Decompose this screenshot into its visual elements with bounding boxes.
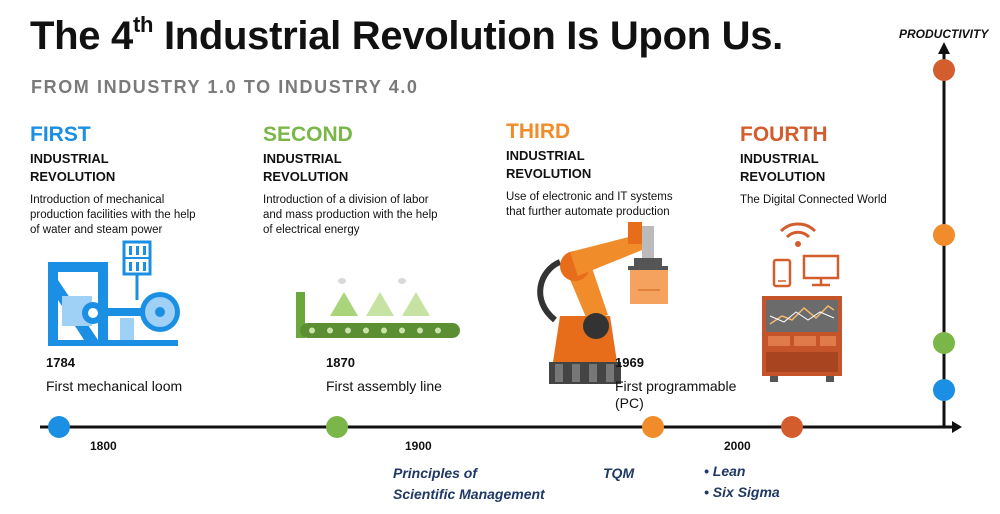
note-principles-line1: Principles of — [393, 465, 478, 481]
loom-icon — [48, 240, 180, 346]
timeline-dot-third — [642, 416, 664, 438]
tick-label-1800: 1800 — [90, 439, 117, 453]
milestone-third-year: 1969 — [615, 355, 644, 370]
milestone-second-desc: First assembly line — [326, 378, 442, 394]
milestone-first-desc: First mechanical loom — [46, 378, 183, 394]
title-rest: Industrial Revolution Is Upon Us. — [153, 14, 783, 58]
era-third-name: THIRD — [506, 120, 571, 143]
era-second: SECOND INDUSTRIAL REVOLUTION Introductio… — [263, 123, 463, 238]
era-fourth-sub1: INDUSTRIAL — [740, 151, 819, 166]
era-first-name: FIRST — [30, 123, 91, 146]
robot-arm-icon — [537, 222, 668, 384]
assembly-line-icon — [296, 278, 460, 338]
productivity-dot-second — [933, 332, 955, 354]
title-main: The 4 — [30, 14, 133, 58]
connected-devices-icon — [762, 222, 842, 382]
era-third-sub2: REVOLUTION — [506, 166, 592, 181]
note-lean: • Lean — [704, 463, 746, 479]
page-subtitle: FROM INDUSTRY 1.0 TO INDUSTRY 4.0 — [31, 77, 419, 97]
page-title: The 4th Industrial Revolution Is Upon Us… — [30, 12, 783, 59]
era-second-sub1: INDUSTRIAL — [263, 151, 342, 166]
milestone-third-desc: First programmable (PC) — [615, 378, 737, 411]
era-second-name: SECOND — [263, 123, 353, 146]
milestone-first-year: 1784 — [46, 355, 75, 370]
note-six-sigma: • Six Sigma — [704, 484, 780, 500]
era-fourth-sub2: REVOLUTION — [740, 169, 826, 184]
productivity-dot-third — [933, 224, 955, 246]
era-first: FIRST INDUSTRIAL REVOLUTION Introduction… — [30, 123, 230, 238]
note-tqm: TQM — [603, 465, 635, 481]
era-second-description: Introduction of a division of labor and … — [263, 194, 438, 236]
timeline-dot-fourth — [781, 416, 803, 438]
timeline-dot-second — [326, 416, 348, 438]
productivity-dot-fourth — [933, 59, 955, 81]
era-third-sub1: INDUSTRIAL — [506, 148, 585, 163]
milestone-second-year: 1870 — [326, 355, 355, 370]
title-superscript: th — [132, 12, 154, 37]
era-fourth: FOURTH INDUSTRIAL REVOLUTION The Digital… — [740, 123, 930, 208]
era-first-description: Introduction of mechanical production fa… — [30, 194, 196, 236]
era-fourth-description: The Digital Connected World — [740, 194, 887, 206]
tick-label-2000: 2000 — [724, 439, 751, 453]
era-second-sub2: REVOLUTION — [263, 169, 349, 184]
productivity-dot-first — [933, 379, 955, 401]
tick-label-1900: 1900 — [405, 439, 432, 453]
timeline-axis — [40, 421, 962, 433]
era-first-sub1: INDUSTRIAL — [30, 151, 109, 166]
era-first-sub2: REVOLUTION — [30, 169, 116, 184]
timeline-dot-first — [48, 416, 70, 438]
era-fourth-name: FOURTH — [740, 123, 828, 146]
productivity-axis-label: PRODUCTIVITY — [899, 27, 989, 41]
era-third-description: Use of electronic and IT systems that fu… — [506, 191, 673, 218]
era-third: THIRD INDUSTRIAL REVOLUTION Use of elect… — [506, 120, 706, 220]
note-principles-line2: Scientific Management — [393, 486, 545, 502]
